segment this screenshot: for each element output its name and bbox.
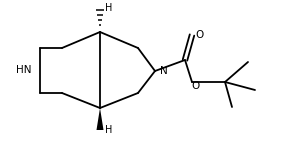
Text: O: O: [195, 30, 203, 40]
Polygon shape: [97, 108, 103, 130]
Text: O: O: [191, 81, 199, 91]
Text: H: H: [105, 125, 113, 135]
Text: N: N: [160, 66, 168, 76]
Text: H: H: [105, 3, 113, 13]
Text: HN: HN: [16, 65, 32, 75]
